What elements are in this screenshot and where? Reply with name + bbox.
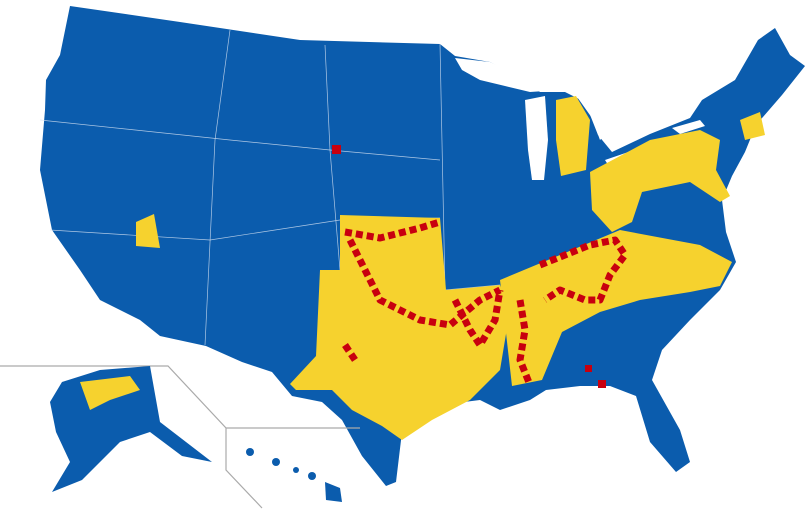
cluster-ky: [538, 236, 629, 304]
spot-al: [585, 365, 592, 372]
region-utah: [136, 214, 160, 248]
lake-superior: [455, 58, 560, 92]
cluster-ar: [451, 289, 504, 349]
region-ne: [740, 112, 765, 140]
alaska-region: [80, 376, 140, 410]
lake-michigan: [525, 96, 548, 180]
region-tx-ok-ks: [290, 215, 510, 440]
cluster-ok: [346, 238, 502, 329]
insets: [0, 365, 360, 509]
cluster-ms: [516, 299, 534, 387]
spot-ga: [598, 380, 606, 388]
hawaii-island: [246, 448, 254, 456]
state-border: [324, 44, 341, 271]
hawaii-island: [272, 458, 280, 466]
lake-ontario: [672, 120, 705, 134]
region-ohio-pa: [590, 130, 730, 232]
state-border: [39, 119, 441, 161]
hawaii-big-island: [325, 482, 342, 502]
lake-huron: [575, 94, 612, 140]
hawaii-island: [293, 467, 299, 473]
cluster-ks: [344, 218, 442, 242]
state-border: [204, 29, 231, 346]
contiguous-us: [39, 6, 805, 486]
hawaii-island: [308, 472, 316, 480]
spot-ne: [332, 145, 341, 154]
region-south-central: [500, 230, 732, 386]
top-clusters: [332, 145, 629, 388]
region-michigan: [556, 96, 590, 176]
hawaii: [246, 448, 342, 502]
cluster-tx: [342, 343, 358, 362]
